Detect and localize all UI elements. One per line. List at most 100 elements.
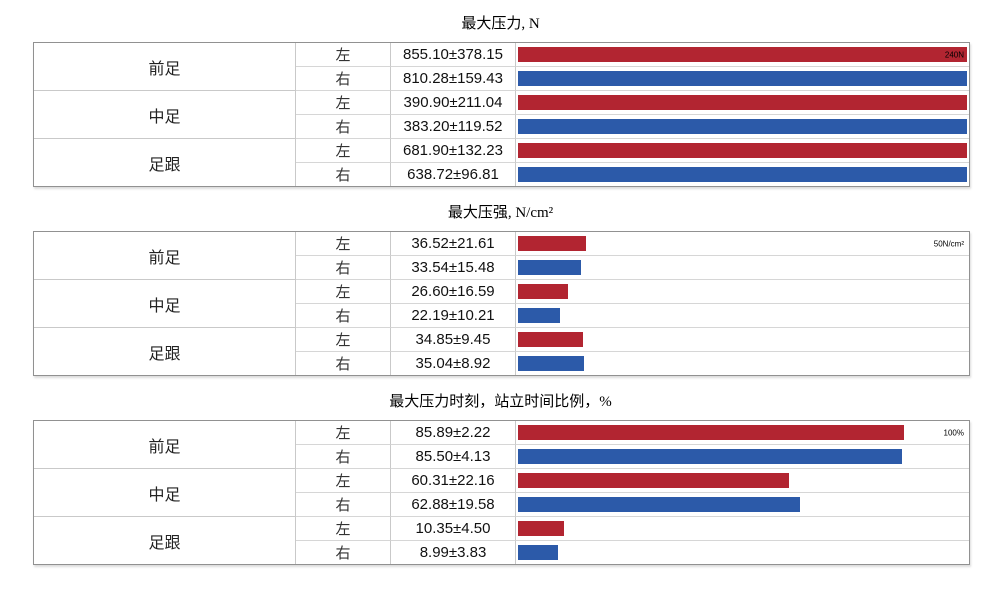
side-cell: 左 [296, 280, 391, 304]
table-row: 足跟 左 10.35±4.50 [34, 517, 969, 564]
left-foot-bar [518, 284, 568, 299]
table-row: 中足 左 390.90±211.04 [34, 91, 969, 139]
region-cell: 中足 [34, 91, 296, 139]
left-foot-bar [518, 521, 565, 536]
table-row: 右 22.19±10.21 [34, 304, 969, 328]
chart-title-max-pressure-intensity: 最大压强, N/cm² [447, 205, 554, 221]
right-foot-bar [518, 71, 967, 86]
chart-max-pressure: 最大压力, N 前足 左 855.10±378.15 240N 右 810.28… [33, 14, 970, 187]
max-pressure-time-table: 前足 左 85.89±2.22 100% 右 85.50±4.13 中足 左 6… [33, 420, 970, 565]
right-foot-bar [518, 497, 801, 512]
region-cell: 中足 [34, 280, 296, 328]
value-cell: 36.52±21.61 [391, 232, 516, 256]
right-foot-bar [518, 449, 902, 464]
left-foot-bar [518, 425, 904, 440]
value-cell: 22.19±10.21 [391, 304, 516, 328]
side-cell: 左 [296, 421, 391, 445]
right-foot-bar [518, 119, 967, 134]
region-cell: 足跟 [34, 328, 296, 375]
side-cell: 左 [296, 469, 391, 493]
value-cell: 85.50±4.13 [391, 445, 516, 469]
table-row: 右 810.28±159.43 [34, 67, 969, 91]
left-foot-bar: 240N [518, 47, 967, 62]
table-row: 右 383.20±119.52 [34, 115, 969, 139]
left-foot-bar [518, 95, 967, 110]
table-row: 右 638.72±96.81 [34, 163, 969, 186]
value-cell: 62.88±19.58 [391, 493, 516, 517]
side-cell: 右 [296, 445, 391, 469]
value-cell: 85.89±2.22 [391, 421, 516, 445]
bar-cell [516, 304, 969, 328]
right-foot-bar [518, 167, 967, 182]
table-row: 前足 左 85.89±2.22 100% [34, 421, 969, 469]
bar-cell: 100% [516, 421, 969, 445]
region-cell: 足跟 [34, 139, 296, 186]
value-cell: 34.85±9.45 [391, 328, 516, 352]
value-cell: 10.35±4.50 [391, 517, 516, 541]
bar-cell [516, 445, 969, 469]
right-foot-bar [518, 260, 581, 275]
side-cell: 左 [296, 43, 391, 67]
table-row: 中足 左 26.60±16.59 [34, 280, 969, 328]
chart-title-max-pressure-time: 最大压力时刻，站立时间比例，% [389, 394, 612, 410]
region-cell: 足跟 [34, 517, 296, 564]
table-row: 右 62.88±19.58 [34, 493, 969, 517]
right-foot-bar [518, 308, 560, 323]
side-cell: 右 [296, 493, 391, 517]
bar-cell [516, 328, 969, 352]
foot-pressure-report: 最大压力, N 前足 左 855.10±378.15 240N 右 810.28… [33, 14, 970, 565]
side-cell: 左 [296, 91, 391, 115]
bar-cell: 50N/cm² [516, 232, 969, 256]
chart-title-max-pressure: 最大压力, N [461, 16, 540, 32]
region-cell: 前足 [34, 232, 296, 280]
side-cell: 右 [296, 67, 391, 91]
left-foot-bar [518, 332, 584, 347]
right-foot-bar [518, 545, 559, 560]
axis-max-label: 100% [943, 428, 964, 437]
axis-max-label: 50N/cm² [933, 239, 964, 248]
value-cell: 638.72±96.81 [391, 163, 516, 186]
table-row: 右 8.99±3.83 [34, 541, 969, 564]
region-cell: 前足 [34, 421, 296, 469]
bar-cell [516, 139, 969, 163]
axis-max-label: 240N [944, 50, 964, 59]
max-pressure-table: 前足 左 855.10±378.15 240N 右 810.28±159.43 … [33, 42, 970, 187]
value-cell: 810.28±159.43 [391, 67, 516, 91]
bar-cell [516, 517, 969, 541]
value-cell: 33.54±15.48 [391, 256, 516, 280]
region-cell: 中足 [34, 469, 296, 517]
side-cell: 左 [296, 232, 391, 256]
value-cell: 855.10±378.15 [391, 43, 516, 67]
table-row: 右 85.50±4.13 [34, 445, 969, 469]
side-cell: 左 [296, 328, 391, 352]
left-foot-bar [518, 143, 967, 158]
side-cell: 右 [296, 115, 391, 139]
table-row: 前足 左 855.10±378.15 240N [34, 43, 969, 91]
bar-cell [516, 163, 969, 186]
bar-cell [516, 541, 969, 564]
bar-cell [516, 352, 969, 375]
bar-cell [516, 67, 969, 91]
bar-cell [516, 115, 969, 139]
region-cell: 前足 [34, 43, 296, 91]
side-cell: 右 [296, 256, 391, 280]
side-cell: 右 [296, 163, 391, 186]
value-cell: 26.60±16.59 [391, 280, 516, 304]
side-cell: 左 [296, 517, 391, 541]
right-foot-bar [518, 356, 584, 371]
max-pressure-intensity-table: 前足 左 36.52±21.61 50N/cm² 右 33.54±15.48 中… [33, 231, 970, 376]
table-row: 前足 左 36.52±21.61 50N/cm² [34, 232, 969, 280]
value-cell: 8.99±3.83 [391, 541, 516, 564]
side-cell: 左 [296, 139, 391, 163]
chart-max-pressure-intensity: 最大压强, N/cm² 前足 左 36.52±21.61 50N/cm² 右 3… [33, 203, 970, 376]
side-cell: 右 [296, 541, 391, 564]
bar-cell: 240N [516, 43, 969, 67]
table-row: 中足 左 60.31±22.16 [34, 469, 969, 517]
side-cell: 右 [296, 352, 391, 375]
bar-cell [516, 493, 969, 517]
left-foot-bar [518, 473, 789, 488]
table-row: 足跟 左 34.85±9.45 [34, 328, 969, 375]
bar-cell [516, 91, 969, 115]
table-row: 右 35.04±8.92 [34, 352, 969, 375]
value-cell: 383.20±119.52 [391, 115, 516, 139]
